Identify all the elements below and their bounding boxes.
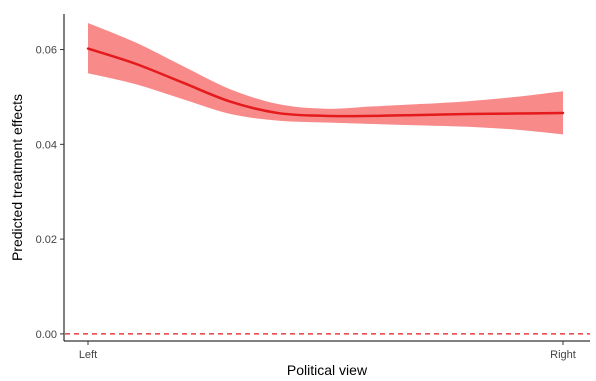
plot-area — [65, 23, 590, 335]
y-tick-label: 0.02 — [36, 234, 57, 246]
y-tick-label: 0.04 — [36, 139, 57, 151]
y-axis-ticks: 0.00 0.02 0.04 0.06 — [36, 45, 64, 341]
x-tick-label: Right — [550, 349, 576, 361]
x-axis-ticks: Left Right — [79, 341, 576, 361]
x-axis-title: Political view — [287, 362, 368, 378]
predicted-effect-line — [86, 47, 565, 118]
y-axis-title: Predicted treatment effects — [9, 94, 25, 261]
y-tick-label: 0.06 — [36, 45, 57, 57]
x-tick-label: Left — [79, 349, 97, 361]
confidence-band — [88, 23, 563, 135]
y-tick-label: 0.00 — [36, 329, 57, 341]
